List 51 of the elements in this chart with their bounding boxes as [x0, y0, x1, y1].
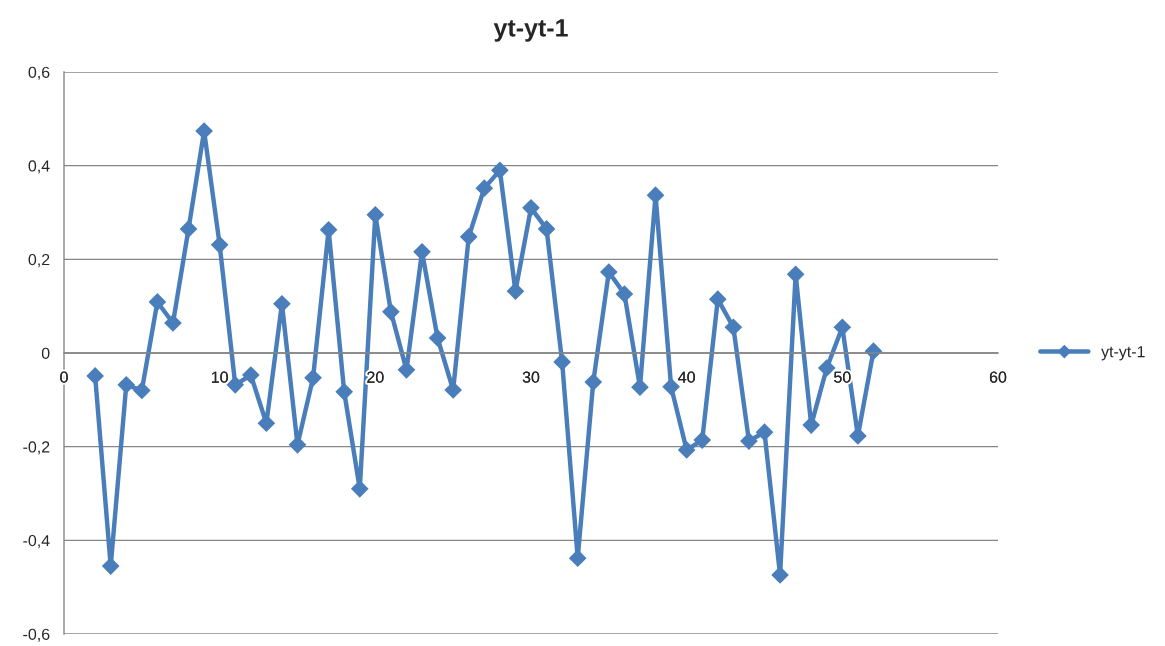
point: [491, 161, 509, 180]
point: [740, 432, 758, 450]
point: [802, 416, 821, 434]
point: [584, 373, 603, 391]
point: [164, 314, 182, 332]
y-tick-label: 0,6: [28, 66, 50, 80]
x-tick-label: 10: [212, 371, 228, 383]
point: [117, 376, 136, 394]
x-tick-label: 40: [678, 371, 695, 383]
x-tick-label: 0: [60, 371, 68, 383]
x-tick-label: 60: [989, 371, 1007, 383]
point: [677, 441, 696, 459]
point: [755, 423, 774, 441]
point: [86, 367, 104, 385]
point: [335, 383, 354, 401]
point: [615, 285, 634, 303]
point: [553, 353, 571, 371]
y-tick-label: 0,4: [28, 160, 50, 174]
point: [662, 377, 680, 396]
y-tick-label: -0,6: [23, 628, 50, 642]
point: [382, 302, 400, 321]
point: [693, 431, 712, 449]
point: [366, 206, 385, 224]
point: [631, 378, 649, 397]
point: [428, 329, 447, 347]
point: [210, 235, 229, 254]
point: [241, 366, 260, 384]
point: [708, 290, 727, 308]
point: [522, 198, 540, 217]
point: [599, 263, 618, 281]
point: [132, 381, 151, 400]
y-tick-label: -0,4: [23, 534, 50, 549]
chart-title: yt-yt-1: [493, 19, 568, 42]
y-tick-label: -0,2: [23, 441, 50, 455]
point: [148, 293, 167, 311]
y-tick-label: 0: [41, 347, 50, 359]
point: [304, 368, 322, 387]
x-tick-label: 30: [522, 371, 540, 383]
point: [568, 549, 587, 567]
point: [101, 557, 120, 575]
point: [771, 566, 789, 584]
point: [537, 220, 556, 238]
point: [397, 361, 416, 379]
point: [179, 220, 198, 238]
point: [226, 376, 245, 394]
y-tick-label: 0,2: [28, 253, 50, 268]
point: [475, 179, 494, 197]
legend-label: yt-yt-1: [1101, 346, 1145, 361]
point: [459, 228, 478, 246]
point: [817, 359, 836, 377]
point: [724, 318, 743, 337]
